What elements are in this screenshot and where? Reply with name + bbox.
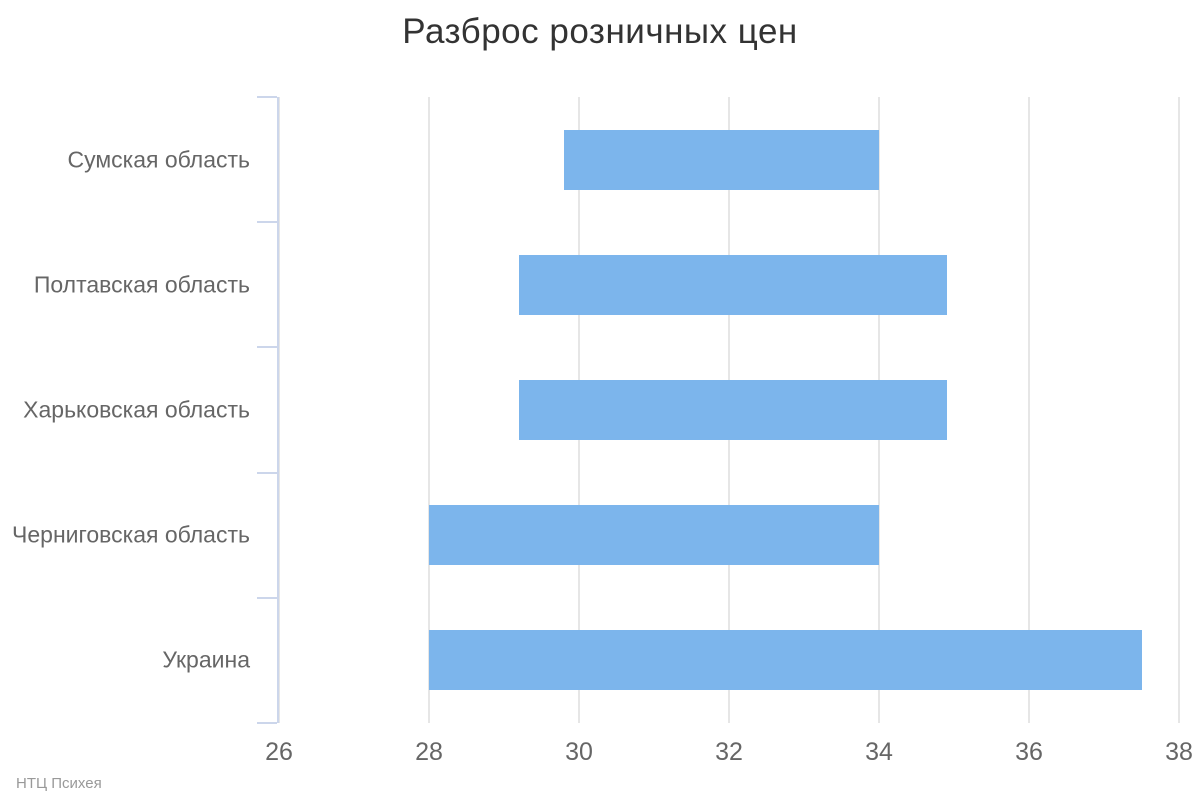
category-label: Полтавская область	[33, 271, 250, 298]
x-tick-label: 30	[565, 738, 593, 766]
gridline	[1178, 97, 1180, 723]
y-axis-tick	[257, 221, 277, 224]
category-label: Сумская область	[67, 146, 250, 173]
range-bar[interactable]	[519, 380, 947, 440]
range-bar[interactable]	[564, 129, 879, 190]
category-label: Черниговская область	[12, 521, 250, 548]
x-tick-label: 26	[265, 738, 293, 766]
range-bar[interactable]	[519, 254, 947, 315]
y-axis-tick	[257, 596, 277, 599]
x-tick-label: 36	[1015, 738, 1043, 766]
y-axis-tick	[257, 346, 277, 349]
y-axis-line	[277, 97, 279, 723]
range-bar[interactable]	[429, 505, 879, 566]
x-tick-label: 32	[715, 738, 743, 766]
x-tick-label: 34	[865, 738, 893, 766]
y-axis-tick	[257, 471, 277, 474]
chart-title: Разброс розничных цен	[402, 12, 798, 51]
x-tick-label: 38	[1165, 738, 1193, 766]
y-axis-tick	[257, 96, 277, 98]
y-axis-tick	[257, 722, 277, 724]
range-bar[interactable]	[429, 630, 1142, 691]
gridline	[278, 97, 280, 723]
x-tick-label: 28	[415, 738, 443, 766]
credits-label: НТЦ Психея	[16, 775, 102, 792]
category-label: Украина	[162, 646, 250, 673]
gridline	[428, 97, 430, 723]
category-label: Харьковская область	[23, 396, 250, 423]
gridline	[1028, 97, 1030, 723]
